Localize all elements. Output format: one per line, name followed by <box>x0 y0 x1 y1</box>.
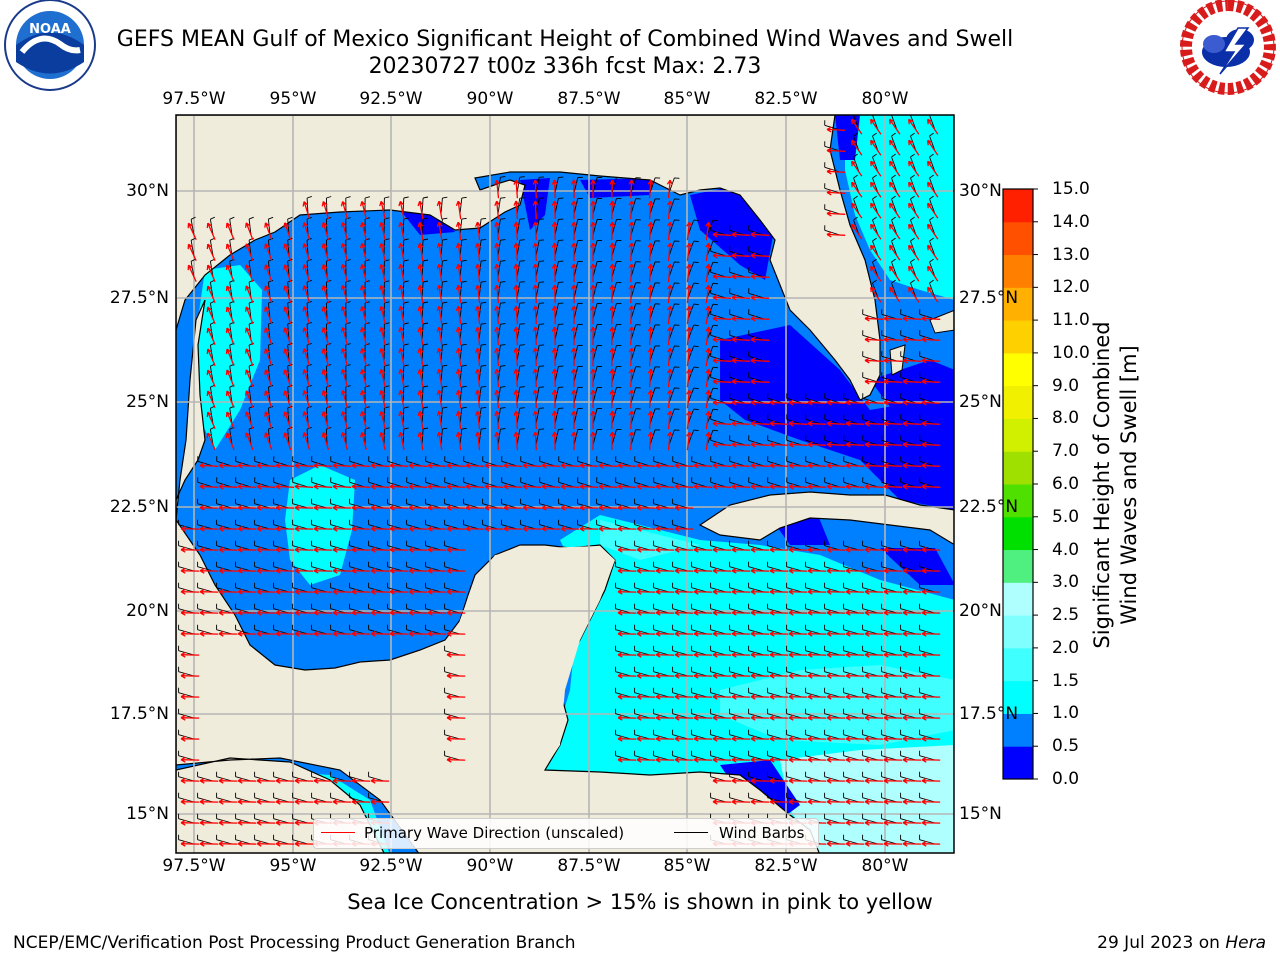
colorbar-swatch <box>1003 385 1033 419</box>
lat-tick-right: 20°N <box>959 601 1002 621</box>
colorbar-title-line-2: Wind Waves and Swell [m] <box>1117 345 1141 625</box>
colorbar-tick-label: 8.0 <box>1052 408 1080 429</box>
lat-tick-left: 25°N <box>126 392 169 412</box>
lon-tick-bottom: 85°W <box>663 856 711 876</box>
colorbar-swatch <box>1003 680 1033 714</box>
colorbar-tick-label: 5.0 <box>1052 506 1080 527</box>
colorbar-swatch <box>1003 320 1033 354</box>
noaa-logo-text: NOAA <box>29 22 71 37</box>
lat-tick-left: 27.5°N <box>109 288 169 308</box>
colorbar-tick-label: 0.5 <box>1052 736 1080 757</box>
lat-tick-right: 15°N <box>959 804 1002 824</box>
colorbar-swatch <box>1003 287 1033 321</box>
colorbar-tick-label: 7.0 <box>1052 441 1080 462</box>
colorbar-swatch <box>1003 549 1033 583</box>
colorbar-swatch <box>1003 647 1033 682</box>
lon-tick-top: 90°W <box>466 89 514 109</box>
colorbar-tick-label: 14.0 <box>1052 211 1090 232</box>
footer-date-text: 29 Jul 2023 on <box>1097 933 1226 953</box>
map-grid <box>176 115 954 853</box>
colorbar-tick-label: 6.0 <box>1052 474 1080 494</box>
map-frame <box>175 114 955 854</box>
lon-tick-top: 95°W <box>269 89 317 109</box>
colorbar-swatch <box>1003 746 1033 780</box>
colorbar-tick-label: 1.0 <box>1052 703 1080 724</box>
colorbar-title-line-1: Significant Height of Combined <box>1090 321 1114 649</box>
lon-tick-bottom: 95°W <box>269 856 317 876</box>
wind-barb-legend-label: Wind Barbs <box>719 824 805 842</box>
colorbar-swatch <box>1003 451 1033 485</box>
lon-tick-bottom: 82.5°W <box>754 856 818 876</box>
lat-tick-right: 22.5°N <box>959 497 1019 517</box>
lon-tick-top: 82.5°W <box>754 89 818 109</box>
lat-tick-right: 25°N <box>959 392 1002 412</box>
colorbar-swatch <box>1003 516 1033 551</box>
lon-tick-bottom: 97.5°W <box>162 856 226 876</box>
colorbar-tick-label: 15.0 <box>1052 179 1090 199</box>
colorbar-tick-label: 4.0 <box>1052 539 1080 560</box>
lon-tick-top: 80°W <box>861 89 909 109</box>
noaa-logo: NOAA <box>4 0 96 91</box>
lat-tick-left: 20°N <box>126 601 169 621</box>
colorbar-swatch <box>1003 615 1033 649</box>
colorbar-swatch <box>1003 484 1033 518</box>
wave-direction-and-wind-barb-field <box>178 115 941 847</box>
title-line-2: 20230727 t00z 336h fcst Max: 2.73 <box>368 54 762 79</box>
colorbar-swatch <box>1003 352 1033 387</box>
colorbar-title: Significant Height of Combined Wind Wave… <box>1089 321 1143 648</box>
title-line-1: GEFS MEAN Gulf of Mexico Significant Hei… <box>116 27 1014 52</box>
lat-tick-left: 15°N <box>126 804 169 824</box>
chart-title: GEFS MEAN Gulf of Mexico Significant Hei… <box>0 26 1130 80</box>
lon-tick-bottom: 87.5°W <box>557 856 621 876</box>
wind-barbs <box>178 115 936 845</box>
lat-tick-right: 27.5°N <box>959 288 1019 308</box>
colorbar-tick-label: 1.5 <box>1052 670 1080 691</box>
lon-tick-top: 87.5°W <box>557 89 621 109</box>
lon-tick-bottom: 90°W <box>466 856 514 876</box>
lon-tick-bottom: 92.5°W <box>359 856 423 876</box>
colorbar-swatch <box>1003 582 1033 616</box>
colorbar-tick-label: 2.0 <box>1052 637 1080 658</box>
lon-tick-top: 97.5°W <box>162 89 226 109</box>
footer-date: 29 Jul 2023 on Hera <box>1097 933 1266 953</box>
lat-tick-left: 30°N <box>126 181 169 201</box>
colorbar-swatch <box>1003 418 1033 452</box>
colorbar-tick-label: 12.0 <box>1052 277 1090 298</box>
map-legend: Primary Wave Direction (unscaled) Wind B… <box>313 818 819 849</box>
wave-direction-arrows <box>180 118 941 847</box>
colorbar-swatch <box>1003 221 1033 256</box>
wave-direction-legend-label: Primary Wave Direction (unscaled) <box>364 824 625 842</box>
colorbar-tick-label: 3.0 <box>1052 572 1080 593</box>
colorbar-tick-label: 0.0 <box>1052 769 1080 789</box>
lat-tick-left: 17.5°N <box>109 704 169 724</box>
colorbar <box>1002 188 1038 780</box>
nws-logo <box>1179 0 1276 95</box>
lon-tick-top: 85°W <box>663 89 711 109</box>
lat-tick-right: 30°N <box>959 181 1002 201</box>
colorbar-swatch <box>1003 713 1033 747</box>
lon-tick-top: 92.5°W <box>359 89 423 109</box>
map-area <box>176 115 954 853</box>
colorbar-tick-label: 10.0 <box>1052 342 1090 363</box>
footer-credit: NCEP/EMC/Verification Post Processing Pr… <box>13 933 576 953</box>
colorbar-tick-label: 9.0 <box>1052 375 1080 396</box>
sea-ice-note: Sea Ice Concentration > 15% is shown in … <box>347 890 933 914</box>
colorbar-swatch <box>1003 254 1033 288</box>
colorbar-tick-label: 2.5 <box>1052 605 1080 626</box>
wave-direction-legend-line <box>321 832 355 833</box>
wind-barb-legend-line <box>674 832 708 833</box>
colorbar-swatch <box>1003 189 1033 223</box>
lon-tick-bottom: 80°W <box>861 856 909 876</box>
lat-tick-right: 17.5°N <box>959 704 1019 724</box>
lat-tick-left: 22.5°N <box>109 497 169 517</box>
colorbar-tick-label: 13.0 <box>1052 244 1090 265</box>
colorbar-tick-label: 11.0 <box>1052 310 1090 331</box>
footer-machine: Hera <box>1225 933 1266 953</box>
